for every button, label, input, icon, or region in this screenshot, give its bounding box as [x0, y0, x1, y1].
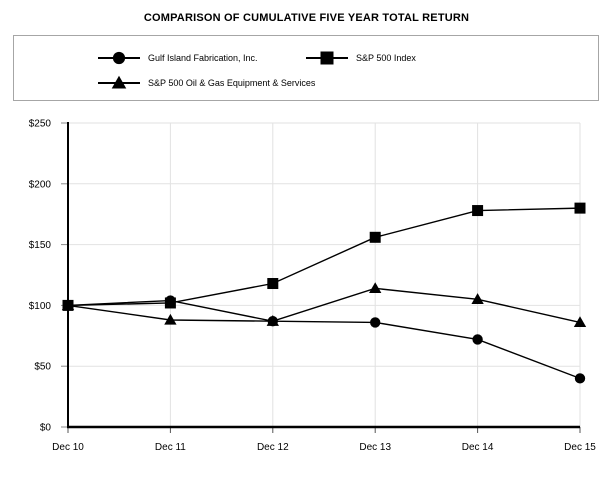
- square-marker-icon: [320, 51, 334, 65]
- x-tick-label: Dec 15: [564, 442, 596, 453]
- series-line: [67, 207, 581, 307]
- y-tick-label: $250: [29, 119, 52, 130]
- legend-label: S&P 500 Oil & Gas Equipment & Services: [148, 78, 316, 88]
- triangle-marker-icon: [369, 282, 382, 293]
- legend-entry-sp500-oil-gas: S&P 500 Oil & Gas Equipment & Services: [98, 74, 315, 92]
- y-tick-label: $0: [40, 423, 52, 434]
- square-marker-icon: [574, 202, 586, 214]
- circle-marker-icon: [62, 300, 74, 311]
- triangle-marker-icon: [164, 313, 177, 325]
- series-circle: [62, 295, 586, 384]
- circle-marker-icon: [267, 316, 278, 327]
- x-tick-label: Dec 11: [155, 442, 186, 453]
- x-tick-label: Dec 13: [359, 442, 391, 453]
- triangle-marker-icon: [471, 293, 484, 304]
- legend-label: Gulf Island Fabrication, Inc.: [148, 53, 258, 63]
- y-tick-label: $200: [29, 179, 52, 190]
- legend-entry-gulf-island: Gulf Island Fabrication, Inc.: [98, 49, 258, 67]
- x-tick-label: Dec 14: [462, 442, 494, 453]
- circle-marker-icon: [112, 51, 126, 65]
- triangle-marker-icon: [573, 316, 587, 328]
- series-square: [62, 202, 586, 311]
- chart-canvas: $0 $50 $100 $150 $200 $250 Dec 10 Dec 11 Dec 12 D…: [29, 119, 597, 454]
- y-tick-label: $150: [29, 240, 52, 251]
- x-tick-label: Dec 12: [257, 442, 289, 453]
- y-tick-label: $100: [29, 301, 52, 312]
- series-line: [67, 287, 581, 324]
- legend-label: S&P 500 Index: [356, 53, 416, 63]
- circle-marker-icon: [472, 334, 483, 345]
- legend-square-marker-icon: [306, 51, 348, 65]
- legend-box: Gulf Island Fabrication, Inc. S&P 500 In…: [13, 35, 599, 101]
- series-line: [67, 299, 581, 380]
- circle-marker-icon: [370, 317, 381, 328]
- y-tick-label: $50: [34, 362, 51, 373]
- circle-marker-icon: [574, 373, 586, 384]
- x-tick-label: Dec 10: [52, 442, 84, 453]
- legend-circle-marker-icon: [98, 51, 140, 65]
- legend-triangle-marker-icon: [98, 75, 140, 89]
- triangle-marker-icon: [111, 75, 127, 89]
- chart-title: COMPARISON OF CUMULATIVE FIVE YEAR TOTAL…: [143, 12, 470, 24]
- circle-marker-icon: [165, 295, 176, 306]
- square-marker-icon: [267, 278, 279, 290]
- square-marker-icon: [472, 205, 484, 217]
- legend-entry-sp500: S&P 500 Index: [306, 49, 416, 67]
- square-marker-icon: [369, 231, 381, 243]
- series-triangle: [61, 282, 587, 328]
